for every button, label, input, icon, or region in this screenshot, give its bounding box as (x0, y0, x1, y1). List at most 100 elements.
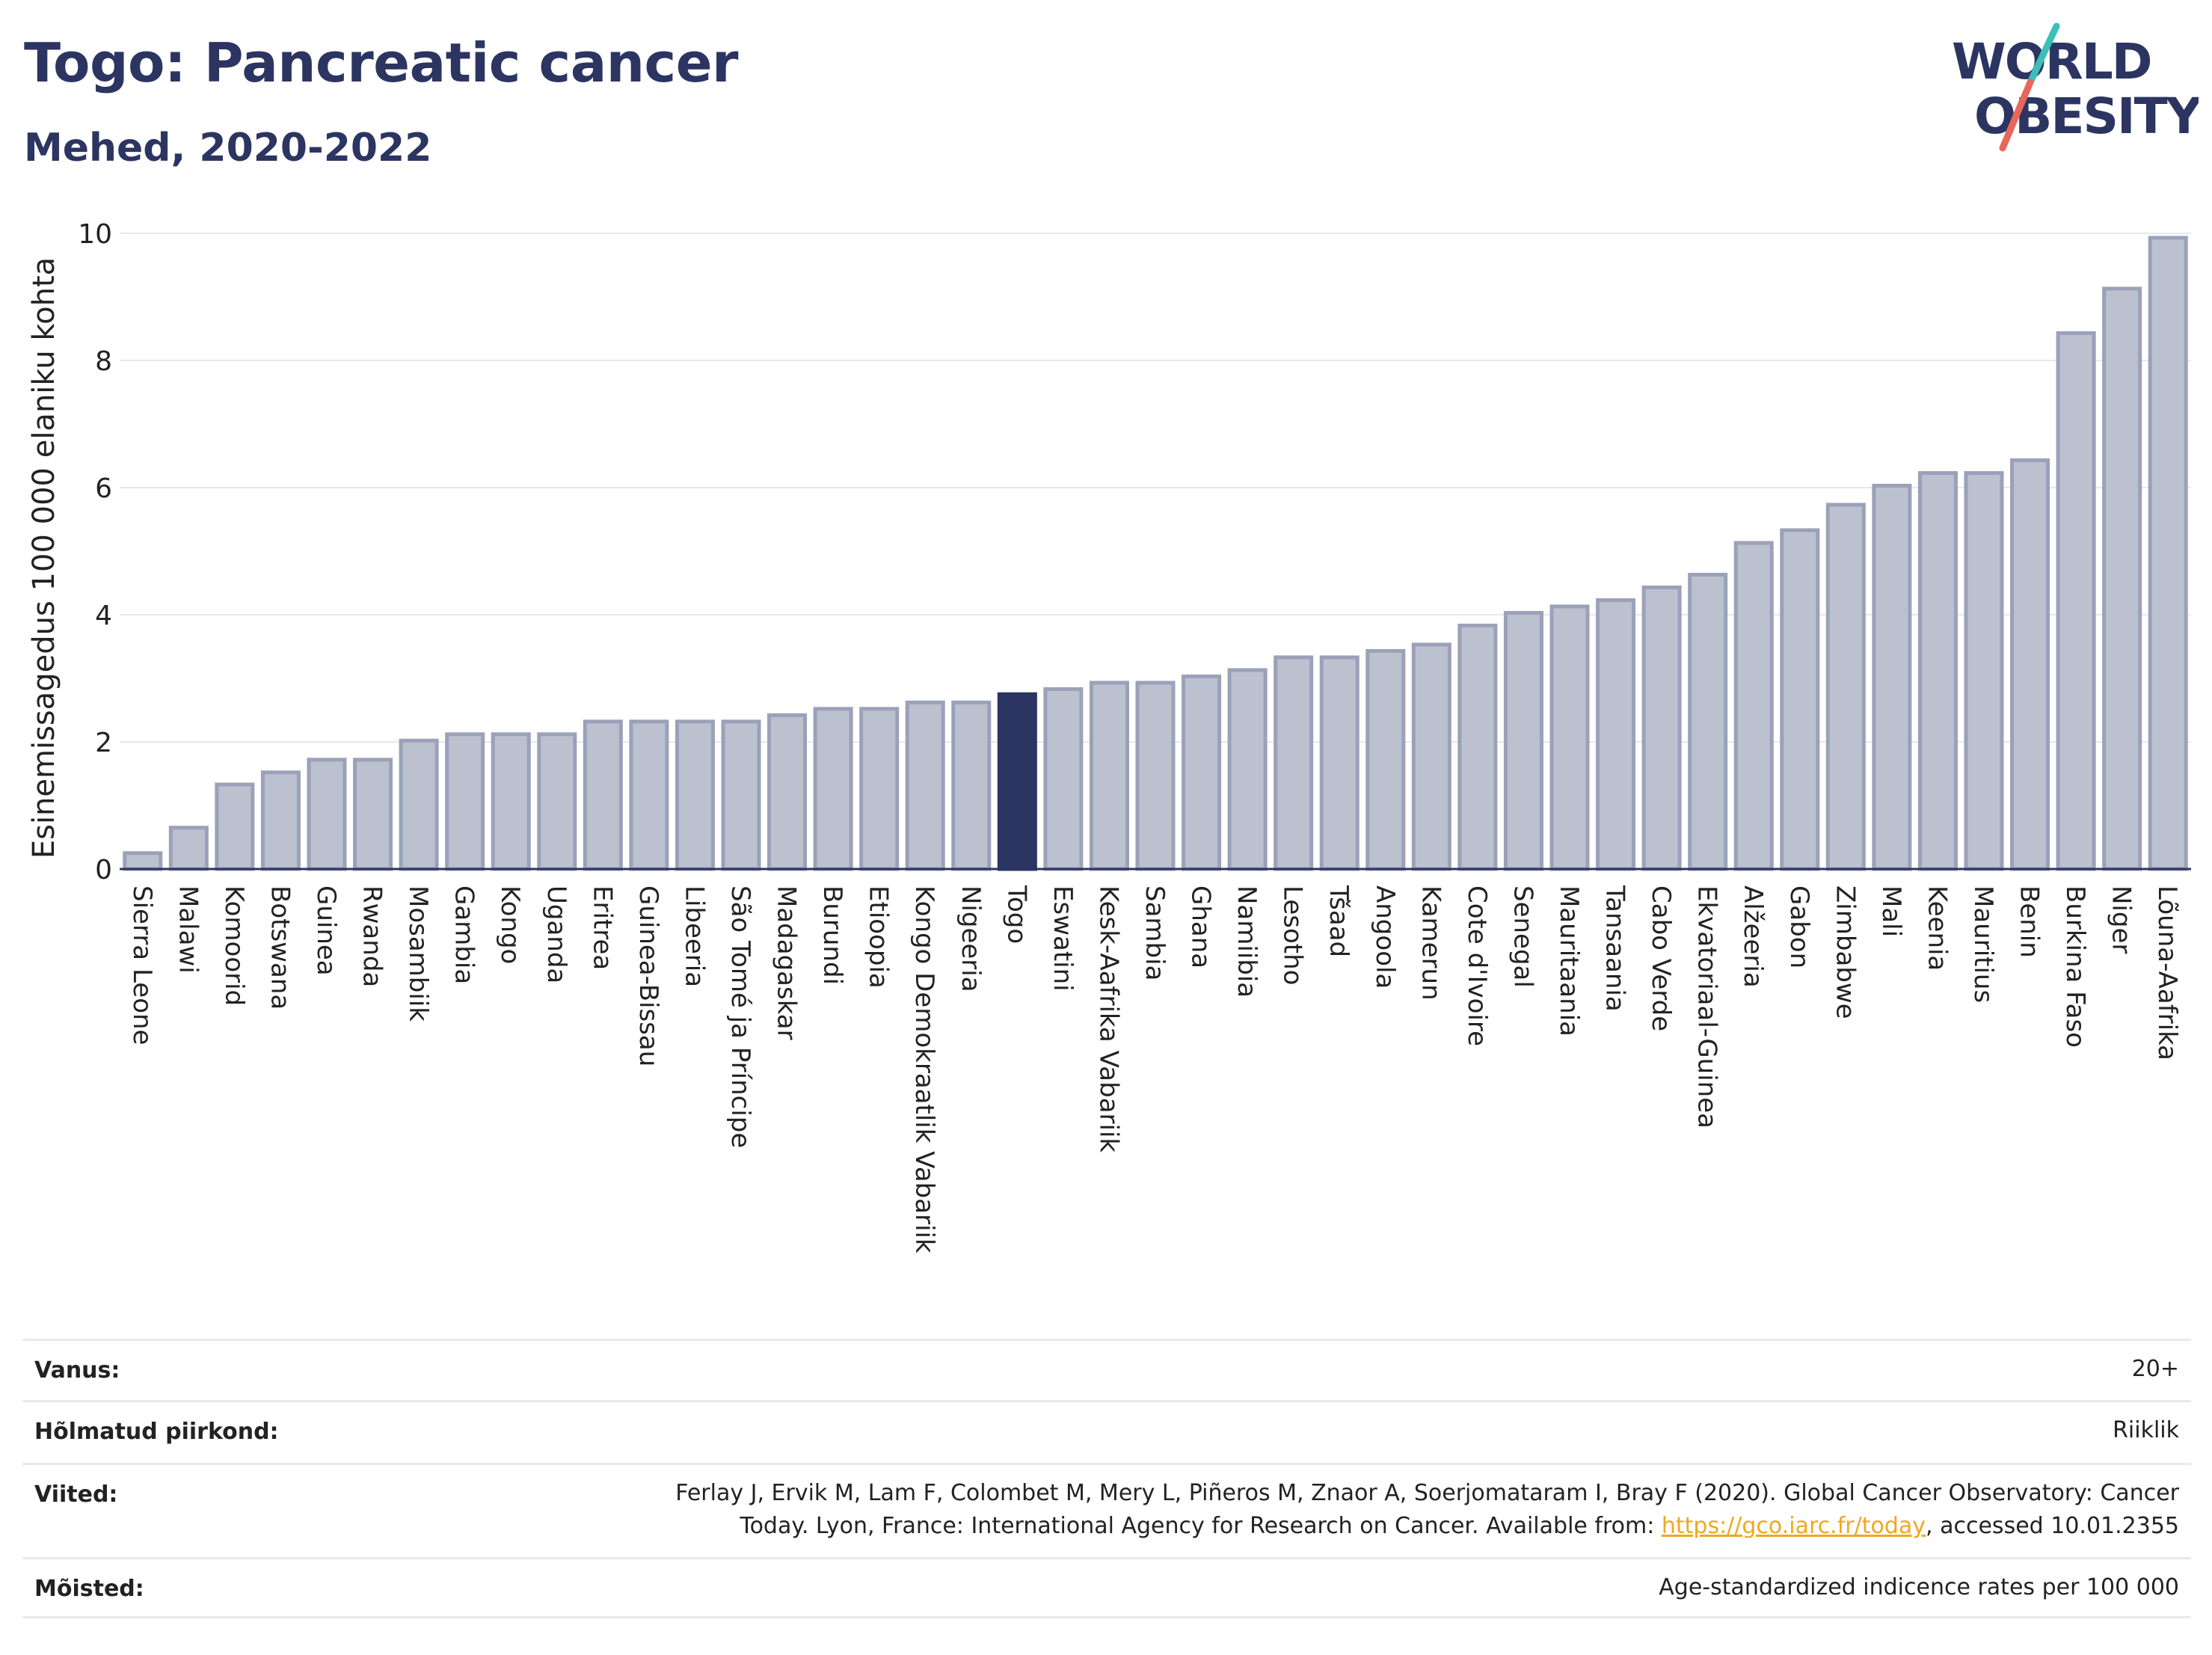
info-label-age: Vanus: (34, 1357, 120, 1384)
x-tick-label: Burkina Faso (2060, 885, 2090, 1048)
x-tick-label: Gabon (1784, 885, 1814, 968)
bar-eswatini (1043, 687, 1084, 871)
bar-sambia (1135, 681, 1176, 871)
bar-togo (997, 692, 1037, 871)
bar-mosambiik (399, 738, 439, 871)
bar-burundi (813, 707, 853, 871)
y-tick-label: 0 (95, 855, 112, 885)
bar-l-una-aafrika (2148, 236, 2188, 871)
x-tick-label: Niger (2107, 885, 2136, 954)
chart-title: Togo: Pancreatic cancer (24, 31, 739, 94)
y-tick-label: 4 (95, 601, 112, 631)
bar-mauritaania (1549, 604, 1590, 871)
reference-line2-pre: Today. Lyon, France: International Agenc… (740, 1513, 1662, 1539)
chart-subtitle: Mehed, 2020-2022 (24, 126, 432, 171)
info-row-definitions: Mõisted: Age-standardized indicence rate… (22, 1557, 2191, 1618)
x-tick-label: Eritrea (587, 885, 617, 970)
bar-kamerun (1411, 642, 1451, 871)
bar-guinea (307, 758, 347, 871)
y-tick-label: 2 (95, 728, 112, 758)
bar-benin (2010, 458, 2050, 871)
x-tick-label: Sierra Leone (127, 885, 157, 1045)
x-tick-label: Kamerun (1416, 885, 1446, 1001)
bar-tansaania (1596, 598, 1636, 871)
x-tick-label: Mali (1876, 885, 1906, 937)
x-tick-label: Cabo Verde (1646, 885, 1676, 1031)
bar-niger (2102, 286, 2142, 871)
x-tick-label: Namiibia (1232, 885, 1262, 998)
x-tick-label: Zimbabwe (1830, 885, 1860, 1019)
info-table: Vanus: 20+ Hõlmatud piirkond: Riiklik Vi… (22, 1339, 2191, 1618)
x-tick-label: Burundi (817, 885, 847, 985)
x-tick-label: Alžeeria (1738, 885, 1768, 988)
x-tick-label: Rwanda (357, 885, 387, 987)
x-tick-label: Kongo Demokraatlik Vabariik (909, 885, 939, 1253)
bar-mali (1872, 483, 1912, 871)
x-tick-label: Togo (1001, 885, 1031, 944)
x-tick-label: Benin (2015, 885, 2044, 958)
bar-t-aad (1319, 655, 1360, 871)
bar-kongo-demokraatlik-vabariik (905, 700, 945, 871)
logo-line2: OBESITY (1974, 87, 2199, 145)
x-tick-label: Lesotho (1278, 885, 1308, 985)
bar-lesotho (1274, 655, 1314, 871)
bar-rwanda (353, 758, 393, 871)
bar-nigeeria (951, 700, 992, 871)
info-row-coverage: Hõlmatud piirkond: Riiklik (22, 1400, 2191, 1463)
reference-link[interactable]: https://gco.iarc.fr/today (1661, 1513, 1926, 1539)
x-tick-label: Ghana (1186, 885, 1216, 968)
bar-al-eeria (1733, 541, 1774, 871)
bar-keenia (1917, 470, 1958, 871)
info-row-references: Viited: Ferlay J, Ervik M, Lam F, Colomb… (22, 1463, 2191, 1557)
x-tick-label: Nigeeria (956, 885, 986, 992)
bar-guinea-bissau (629, 719, 669, 871)
x-tick-label: Lõuna-Aafrika (2152, 885, 2182, 1060)
bars (123, 236, 2188, 871)
bar-chart: 0 2 4 6 8 10 Sierra Leone Malawi Komoorid Botswa… (27, 219, 2191, 1253)
bar-cabo-verde (1641, 585, 1682, 871)
y-tick-label: 8 (95, 346, 112, 377)
x-tick-label: Tansaania (1600, 885, 1630, 1012)
bar-komoorid (215, 782, 255, 871)
reference-line1: Ferlay J, Ervik M, Lam F, Colombet M, Me… (675, 1480, 2179, 1506)
x-tick-label: São Tomé ja Príncipe (725, 885, 755, 1148)
y-tick-labels: 0 2 4 6 8 10 (78, 219, 112, 885)
bar-eritrea (583, 719, 623, 871)
x-tick-label: Angoola (1370, 885, 1400, 989)
logo-slash-top (2027, 22, 2060, 86)
bar-kesk-aafrika-vabariik (1089, 681, 1129, 871)
bar-zimbabwe (1825, 503, 1866, 871)
x-tick-label: Etioopia (864, 885, 894, 989)
bar-ekvatoriaal-guinea (1688, 572, 1728, 871)
x-tick-label: Malawi (173, 885, 203, 974)
bar-gambia (445, 732, 485, 871)
info-value-definitions: Age-standardized indicence rates per 100… (1659, 1574, 2179, 1600)
x-tick-label: Mauritaania (1554, 885, 1584, 1037)
bar-s-o-tom-ja-pr-ncipe (721, 719, 761, 871)
logo-slash-bottom (1999, 79, 2034, 152)
x-tick-label: Uganda (541, 885, 571, 983)
x-tick-label: Libeeria (679, 885, 709, 987)
bar-burkina-faso (2056, 331, 2096, 871)
bar-mauritius (1964, 470, 2004, 871)
x-tick-label: Guinea (311, 885, 341, 976)
x-tick-label: Komoorid (219, 885, 249, 1006)
bar-madagaskar (767, 713, 808, 871)
info-value-age: 20+ (2131, 1356, 2179, 1382)
bar-sierra-leone (123, 851, 163, 871)
bar-gabon (1780, 528, 1820, 871)
x-tick-label: Kesk-Aafrika Vabariik (1093, 885, 1123, 1152)
info-label-definitions: Mõisted: (34, 1576, 144, 1602)
x-tick-label: Senegal (1508, 885, 1537, 988)
bar-senegal (1503, 610, 1543, 871)
x-tick-label: Eswatini (1048, 885, 1078, 992)
x-tick-label: Tšaad (1324, 885, 1354, 957)
world-obesity-logo: WORLD OBESITY (1952, 22, 2199, 152)
x-tick-label: Ekvatoriaal-Guinea (1692, 885, 1722, 1129)
y-tick-label: 10 (78, 219, 112, 250)
y-tick-label: 6 (95, 473, 112, 504)
reference-line2-post: , accessed 10.01.2355 (1926, 1513, 2179, 1539)
y-axis-label: Esinemissagedus 100 000 elaniku kohta (27, 257, 61, 859)
x-tick-label: Mosambiik (403, 885, 433, 1022)
x-tick-label: Mauritius (1968, 885, 1998, 1003)
